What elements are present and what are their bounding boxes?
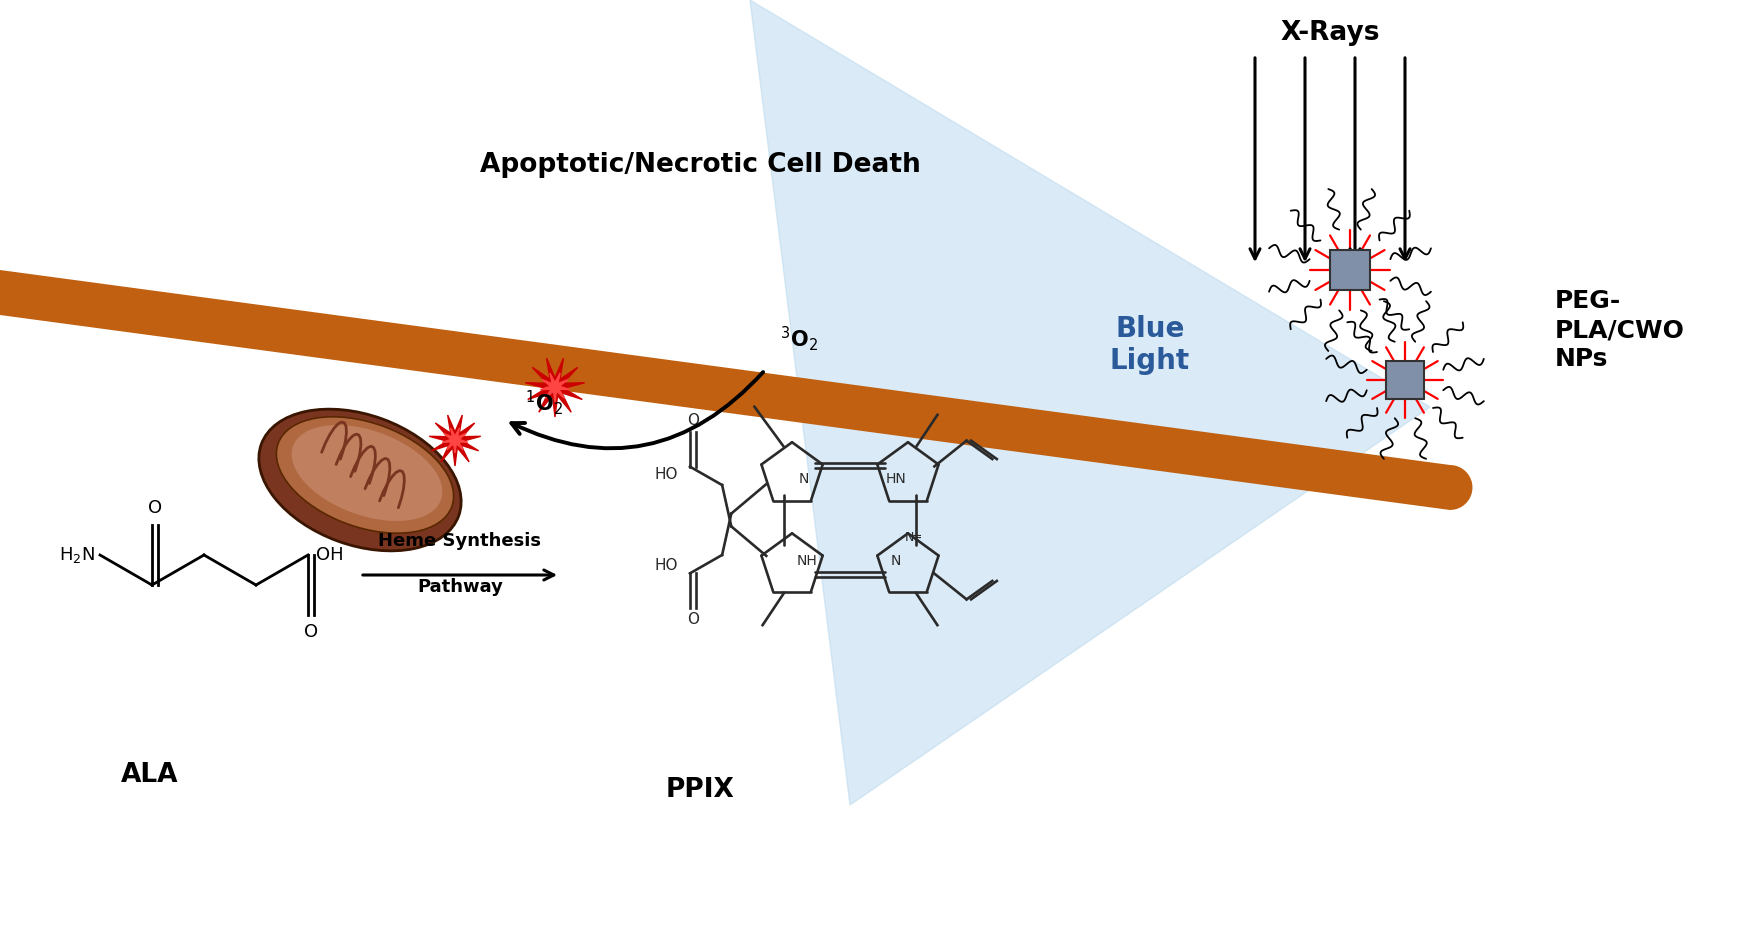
Text: Pathway: Pathway xyxy=(418,578,503,596)
Text: HO: HO xyxy=(655,558,677,573)
Text: HO: HO xyxy=(655,467,677,482)
Text: OH: OH xyxy=(317,546,343,564)
Text: Apoptotic/Necrotic Cell Death: Apoptotic/Necrotic Cell Death xyxy=(479,152,921,178)
Polygon shape xyxy=(750,0,1429,805)
Polygon shape xyxy=(442,427,468,453)
Text: H$_2$N: H$_2$N xyxy=(59,545,96,565)
Ellipse shape xyxy=(259,409,461,551)
Text: N: N xyxy=(891,553,902,568)
FancyBboxPatch shape xyxy=(1330,250,1370,290)
Polygon shape xyxy=(430,415,481,466)
Polygon shape xyxy=(540,373,569,402)
Text: $^1$O$_2$: $^1$O$_2$ xyxy=(526,388,562,417)
Text: O: O xyxy=(688,612,698,627)
Ellipse shape xyxy=(291,425,442,521)
Text: HN: HN xyxy=(886,473,907,487)
Polygon shape xyxy=(0,270,1473,510)
Text: ALA: ALA xyxy=(122,762,179,788)
Text: $^3$O$_2$: $^3$O$_2$ xyxy=(780,324,818,353)
Text: PPIX: PPIX xyxy=(665,777,735,803)
Text: N: N xyxy=(799,473,810,487)
Ellipse shape xyxy=(277,417,454,533)
Text: X-Rays: X-Rays xyxy=(1280,20,1381,46)
Text: O: O xyxy=(688,413,698,428)
FancyBboxPatch shape xyxy=(1386,361,1424,399)
Text: O: O xyxy=(305,623,319,641)
Text: NH: NH xyxy=(797,553,818,568)
Text: Blue
Light: Blue Light xyxy=(1111,314,1191,376)
Polygon shape xyxy=(526,358,585,417)
Text: O: O xyxy=(148,499,162,517)
Text: PEG-
PLA/CWO
NPs: PEG- PLA/CWO NPs xyxy=(1555,290,1685,371)
Text: Heme Synthesis: Heme Synthesis xyxy=(378,532,541,550)
Text: N═: N═ xyxy=(905,531,921,544)
